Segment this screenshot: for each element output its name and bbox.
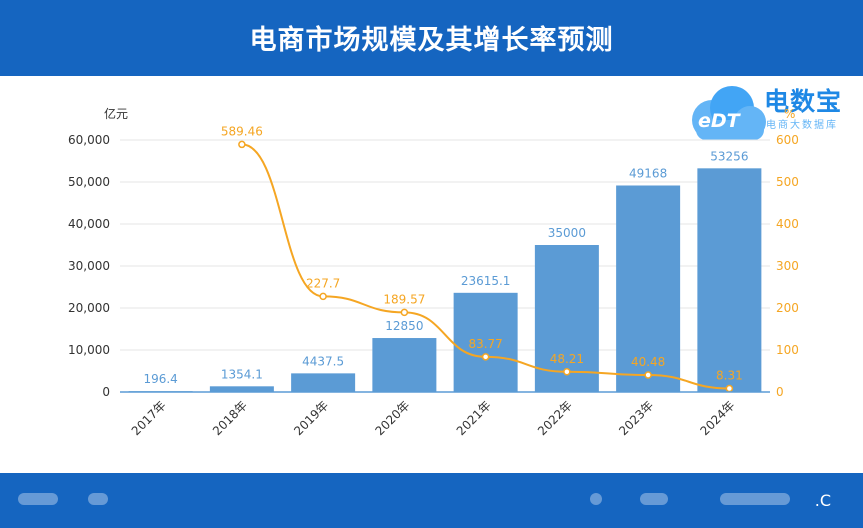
line-path bbox=[241, 143, 730, 390]
right-axis-unit: % bbox=[784, 107, 795, 121]
header-bar: 电商市场规模及其增长率预测 bbox=[0, 0, 863, 76]
right-tick-label: 100 bbox=[776, 343, 799, 357]
x-tick-label: 2019年 bbox=[291, 398, 331, 438]
bar bbox=[372, 338, 437, 392]
x-tick-label: 2021年 bbox=[454, 398, 494, 438]
bar-value-label: 49168 bbox=[629, 166, 667, 180]
bar-series bbox=[128, 168, 762, 392]
bar-value-label: 196.4 bbox=[143, 372, 177, 386]
bar-value-label: 35000 bbox=[548, 226, 586, 240]
logo-name: 电数宝 bbox=[764, 87, 843, 116]
line-point bbox=[725, 384, 734, 393]
left-tick-label: 30,000 bbox=[68, 259, 110, 273]
line-point bbox=[400, 308, 409, 317]
cloud-icon bbox=[692, 86, 766, 140]
x-tick-label: 2022年 bbox=[535, 398, 575, 438]
right-tick-label: 600 bbox=[776, 133, 799, 147]
line-value-label: 40.48 bbox=[631, 355, 665, 369]
right-axis-ticks: 0 100 200 300 400 500 600 bbox=[776, 133, 799, 399]
footer-blur bbox=[640, 493, 668, 505]
line-value-label: 189.57 bbox=[383, 292, 425, 306]
bar-value-label: 23615.1 bbox=[461, 274, 511, 288]
footer-bar: .C bbox=[0, 473, 863, 528]
right-tick-label: 300 bbox=[776, 259, 799, 273]
bar-value-label: 4437.5 bbox=[302, 354, 344, 368]
chart: 0 10,000 20,000 30,000 40,000 50,000 60,000 0 1… bbox=[68, 106, 799, 438]
bar bbox=[616, 185, 681, 392]
bar bbox=[453, 292, 518, 392]
left-axis-ticks: 0 10,000 20,000 30,000 40,000 50,000 60,000 bbox=[68, 133, 110, 399]
left-tick-label: 40,000 bbox=[68, 217, 110, 231]
x-tick-label: 2020年 bbox=[373, 398, 413, 438]
right-tick-label: 400 bbox=[776, 217, 799, 231]
bar-labels: 196.4 1354.1 4437.5 12850 23615.1 35000 49168 5… bbox=[143, 149, 748, 386]
right-tick-label: 0 bbox=[776, 385, 784, 399]
logo: eDT 电数宝 电商大数据库 bbox=[682, 80, 860, 148]
left-tick-label: 10,000 bbox=[68, 343, 110, 357]
footer-text: .C bbox=[814, 491, 831, 510]
x-tick-label: 2023年 bbox=[616, 398, 656, 438]
left-tick-label: 20,000 bbox=[68, 301, 110, 315]
line-series bbox=[238, 140, 734, 393]
left-tick-label: 0 bbox=[102, 385, 110, 399]
right-tick-label: 500 bbox=[776, 175, 799, 189]
line-value-label: 227.7 bbox=[306, 276, 340, 290]
line-point bbox=[563, 368, 571, 376]
x-tick-label: 2024年 bbox=[698, 398, 738, 438]
left-tick-label: 60,000 bbox=[68, 133, 110, 147]
bar-value-label: 1354.1 bbox=[221, 367, 263, 381]
line-value-label: 48.21 bbox=[550, 352, 584, 366]
bar-value-label: 12850 bbox=[385, 319, 423, 333]
bar bbox=[209, 386, 274, 392]
x-axis-ticks: 2017年 2018年 2019年 2020年 2021年 2022年 2023年 2024年 bbox=[129, 398, 738, 438]
line-value-label: 83.77 bbox=[468, 337, 502, 351]
line-labels: 589.46 227.7 189.57 83.77 48.21 40.48 8.31 bbox=[221, 124, 743, 382]
bar bbox=[534, 245, 599, 392]
line-value-label: 8.31 bbox=[716, 369, 743, 383]
line-point bbox=[644, 371, 652, 379]
bar bbox=[291, 373, 356, 392]
footer-blur bbox=[18, 493, 58, 505]
left-axis-unit: 亿元 bbox=[104, 106, 128, 121]
footer-blur bbox=[88, 493, 108, 505]
x-tick-label: 2017年 bbox=[129, 398, 169, 438]
bar-value-label: 53256 bbox=[710, 149, 748, 163]
page-title: 电商市场规模及其增长率预测 bbox=[249, 25, 614, 56]
footer-blur bbox=[720, 493, 790, 505]
logo-subtitle: 电商大数据库 bbox=[766, 120, 838, 131]
footer-blur bbox=[590, 493, 602, 505]
bar bbox=[697, 168, 762, 392]
line-point bbox=[481, 353, 490, 361]
x-tick-label: 2018年 bbox=[210, 398, 250, 438]
right-tick-label: 200 bbox=[776, 301, 799, 315]
line-point bbox=[319, 292, 327, 301]
line-point bbox=[238, 140, 246, 149]
left-tick-label: 50,000 bbox=[68, 175, 110, 189]
line-value-label: 589.46 bbox=[221, 124, 263, 138]
logo-mark: eDT bbox=[698, 110, 740, 132]
